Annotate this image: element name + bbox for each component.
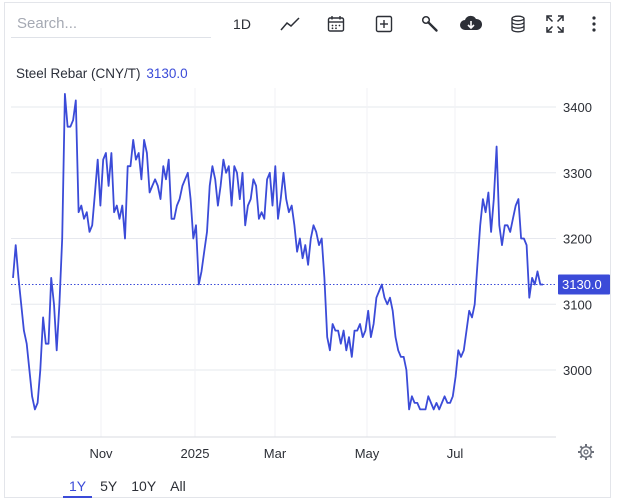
legend-price: 3130.0 <box>146 66 188 81</box>
x-tick-label: Mar <box>264 446 287 461</box>
gear-icon[interactable] <box>578 444 594 460</box>
x-tick-label: Jul <box>447 446 464 461</box>
legend-symbol: Steel Rebar (CNY/T) <box>16 66 141 81</box>
y-tick-label: 3400 <box>563 100 592 115</box>
y-tick-label: 3100 <box>563 297 592 312</box>
last-price-tag: 3130.0 <box>558 274 610 295</box>
search-input[interactable] <box>11 10 211 38</box>
last-price-tag-label: 3130.0 <box>562 277 602 292</box>
x-axis: Nov 2025 Mar May Jul <box>89 446 463 461</box>
chart-widget: 1D Steel Rebar (CNY/T) 3130.0 <box>4 2 611 498</box>
y-axis: 3000 3100 3200 3300 3400 <box>563 100 592 378</box>
interval-button[interactable]: 1D <box>233 16 251 32</box>
line-chart-icon[interactable] <box>277 11 303 37</box>
price-chart[interactable]: 3000 3100 3200 3300 3400 Nov 2025 Mar May Jul 31… <box>5 3 612 499</box>
x-tick-label: 2025 <box>181 446 210 461</box>
range-button-all[interactable]: All <box>170 478 186 494</box>
calendar-icon[interactable] <box>323 11 349 37</box>
y-tick-label: 3300 <box>563 166 592 181</box>
x-tick-label: May <box>355 446 380 461</box>
x-tick-label: Nov <box>89 446 113 461</box>
range-selector: 1Y 5Y 10Y All <box>63 474 194 502</box>
range-button-5y[interactable]: 5Y <box>100 478 118 494</box>
series-line <box>12 93 543 411</box>
y-tick-label: 3200 <box>563 232 592 247</box>
range-button-1y[interactable]: 1Y <box>63 474 93 498</box>
wrench-icon[interactable] <box>417 11 443 37</box>
database-icon[interactable] <box>505 11 531 37</box>
toolbar: 1D <box>5 3 612 45</box>
plus-box-icon[interactable] <box>371 11 397 37</box>
fullscreen-icon[interactable] <box>542 11 568 37</box>
y-tick-label: 3000 <box>563 363 592 378</box>
chart-legend: Steel Rebar (CNY/T) 3130.0 <box>16 66 188 81</box>
cloud-download-icon[interactable] <box>458 11 484 37</box>
grid-horizontal <box>11 106 556 371</box>
grid-vertical <box>100 88 456 437</box>
more-vertical-icon[interactable] <box>581 11 607 37</box>
range-button-10y[interactable]: 10Y <box>131 478 157 494</box>
